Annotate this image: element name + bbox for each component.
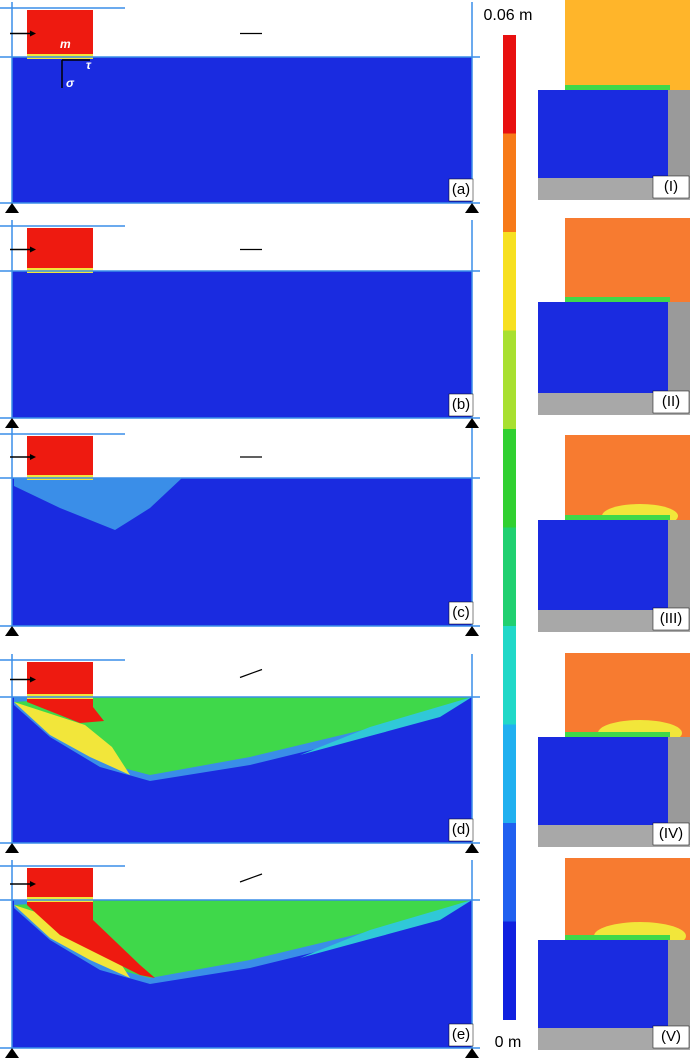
inset-contact [565, 85, 670, 91]
inset-base [538, 393, 690, 415]
colorbar-step [503, 330, 516, 429]
move-arrow [239, 873, 263, 883]
inset-label-box [652, 175, 690, 199]
panel-label: (c) [452, 604, 470, 621]
support [5, 203, 19, 213]
support [465, 1048, 479, 1058]
support [465, 418, 479, 428]
label-box [448, 601, 474, 625]
support [465, 203, 479, 213]
panel-label: (a) [452, 181, 470, 198]
inset-soil [538, 940, 668, 1028]
soil [12, 271, 472, 418]
colorbar-step [503, 429, 516, 528]
inset-label: (III) [660, 610, 683, 627]
support [465, 843, 479, 853]
cyan-edge [300, 697, 472, 755]
inset-contact [565, 515, 670, 521]
arrow-head [30, 454, 36, 460]
label-box [448, 818, 474, 842]
inset-soil [538, 520, 668, 610]
block [27, 10, 93, 57]
colorbar-max: 0.06 m [484, 7, 533, 24]
support [5, 1048, 19, 1058]
inset-label-box [652, 1025, 690, 1049]
symbol-tau: τ [86, 58, 92, 72]
inset-label: (I) [664, 178, 678, 195]
inset-wall [668, 90, 690, 200]
inset-wall [668, 302, 690, 415]
inset-soil [538, 90, 668, 178]
panel-label: (e) [452, 1026, 470, 1043]
inset-base [538, 610, 690, 632]
inset-wall [668, 520, 690, 632]
colorbar-step [503, 921, 516, 1020]
move-arrow [239, 668, 263, 679]
displaced-zone [14, 478, 182, 530]
inset-wall [668, 737, 690, 847]
inset-label: (V) [661, 1028, 681, 1045]
arrow-head [30, 881, 36, 887]
symbol-m: m [60, 37, 71, 51]
inset-block [565, 0, 690, 90]
label-box [448, 1023, 474, 1047]
support [5, 843, 19, 853]
block [27, 228, 93, 271]
colorbar-step [503, 626, 516, 725]
colorbar-step [503, 527, 516, 626]
arrow-head [30, 246, 36, 253]
inset-soil [538, 737, 668, 825]
inset-label-box [652, 390, 690, 414]
arrow-head [30, 30, 36, 37]
inset-label-box [652, 822, 690, 846]
block [27, 662, 93, 697]
inset-block [565, 218, 690, 302]
inset-base [538, 178, 690, 200]
green-zone [14, 697, 472, 775]
colorbar-step [503, 232, 516, 331]
cyan-edge [300, 900, 472, 958]
inset-label: (II) [662, 393, 680, 410]
colorbar-step [503, 35, 516, 134]
block [27, 436, 93, 478]
colorbar-step [503, 133, 516, 232]
support [5, 418, 19, 428]
inset-contact [565, 297, 670, 303]
yellow-zone [14, 702, 130, 775]
soil [12, 57, 472, 203]
block [27, 868, 93, 900]
yellow-zone [14, 905, 130, 978]
label-box [448, 393, 474, 417]
inset-label: (IV) [659, 825, 683, 842]
label-box [448, 178, 474, 202]
inset-base [538, 1028, 690, 1050]
support [5, 626, 19, 636]
symbol-sigma: σ [66, 76, 75, 90]
inset-soil [538, 302, 668, 393]
panel-label: (b) [452, 396, 470, 413]
inset-contact [565, 935, 670, 941]
inset-base [538, 825, 690, 847]
support [465, 626, 479, 636]
inset-label-box [652, 607, 690, 631]
arrow-head [30, 676, 36, 683]
panel-label: (d) [452, 821, 470, 838]
inset-wall [668, 940, 690, 1050]
colorbar-step [503, 823, 516, 922]
colorbar-step [503, 724, 516, 823]
colorbar-min: 0 m [495, 1034, 522, 1051]
inset-contact [565, 732, 670, 738]
